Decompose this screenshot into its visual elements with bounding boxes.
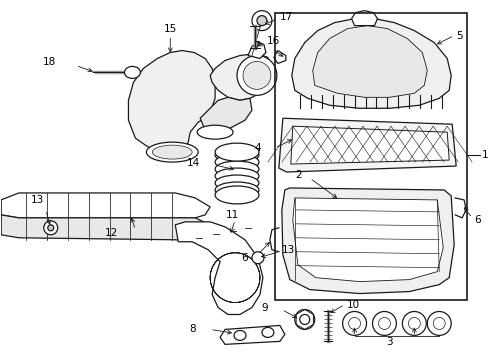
Ellipse shape	[408, 318, 420, 329]
Polygon shape	[293, 198, 443, 282]
Polygon shape	[1, 193, 210, 218]
Polygon shape	[282, 188, 454, 293]
Ellipse shape	[348, 318, 361, 329]
Ellipse shape	[252, 11, 272, 31]
Ellipse shape	[262, 328, 274, 337]
Text: 1: 1	[482, 150, 489, 160]
Polygon shape	[292, 19, 451, 108]
Ellipse shape	[215, 168, 259, 184]
Text: 2: 2	[295, 170, 301, 180]
Text: 16: 16	[267, 36, 280, 46]
Text: 9: 9	[261, 302, 268, 312]
Text: 11: 11	[225, 210, 239, 220]
Text: 13: 13	[31, 195, 44, 205]
Polygon shape	[0, 195, 1, 240]
Ellipse shape	[48, 225, 54, 231]
Ellipse shape	[237, 55, 277, 95]
Text: 10: 10	[346, 300, 360, 310]
Ellipse shape	[215, 161, 259, 177]
Ellipse shape	[124, 67, 141, 78]
Ellipse shape	[372, 311, 396, 336]
Text: 13: 13	[282, 245, 295, 255]
Text: 6: 6	[474, 215, 481, 225]
Text: 15: 15	[164, 24, 177, 33]
Polygon shape	[274, 50, 286, 63]
Ellipse shape	[152, 145, 192, 159]
Ellipse shape	[215, 175, 259, 191]
Ellipse shape	[234, 330, 246, 340]
Ellipse shape	[215, 182, 259, 198]
Text: 17: 17	[280, 12, 293, 22]
Ellipse shape	[343, 311, 367, 336]
Ellipse shape	[215, 154, 259, 170]
Text: 6: 6	[242, 253, 248, 263]
Ellipse shape	[433, 318, 445, 329]
Ellipse shape	[427, 311, 451, 336]
Ellipse shape	[402, 311, 426, 336]
Text: 7: 7	[253, 41, 260, 50]
Polygon shape	[128, 50, 215, 153]
Polygon shape	[220, 325, 285, 345]
Polygon shape	[175, 222, 263, 315]
Polygon shape	[352, 11, 377, 26]
Ellipse shape	[378, 318, 391, 329]
Ellipse shape	[295, 310, 315, 329]
Ellipse shape	[44, 221, 58, 235]
Ellipse shape	[300, 315, 310, 324]
Ellipse shape	[243, 62, 271, 89]
Ellipse shape	[215, 186, 259, 204]
Ellipse shape	[252, 252, 264, 264]
Polygon shape	[291, 126, 449, 164]
Polygon shape	[210, 54, 272, 100]
Ellipse shape	[215, 147, 259, 163]
Text: 12: 12	[105, 228, 119, 238]
Ellipse shape	[257, 15, 267, 26]
Polygon shape	[200, 97, 252, 132]
Polygon shape	[313, 26, 427, 97]
Bar	[275, 13, 467, 300]
Text: 4: 4	[254, 143, 261, 153]
Ellipse shape	[197, 125, 233, 139]
Ellipse shape	[147, 142, 198, 162]
Text: 14: 14	[187, 158, 200, 168]
Text: 3: 3	[386, 337, 393, 347]
Polygon shape	[279, 118, 456, 172]
Polygon shape	[1, 215, 210, 242]
Ellipse shape	[215, 143, 259, 161]
Polygon shape	[248, 42, 266, 58]
Text: 5: 5	[456, 31, 463, 41]
Text: 18: 18	[43, 58, 56, 67]
Text: 8: 8	[190, 324, 196, 334]
